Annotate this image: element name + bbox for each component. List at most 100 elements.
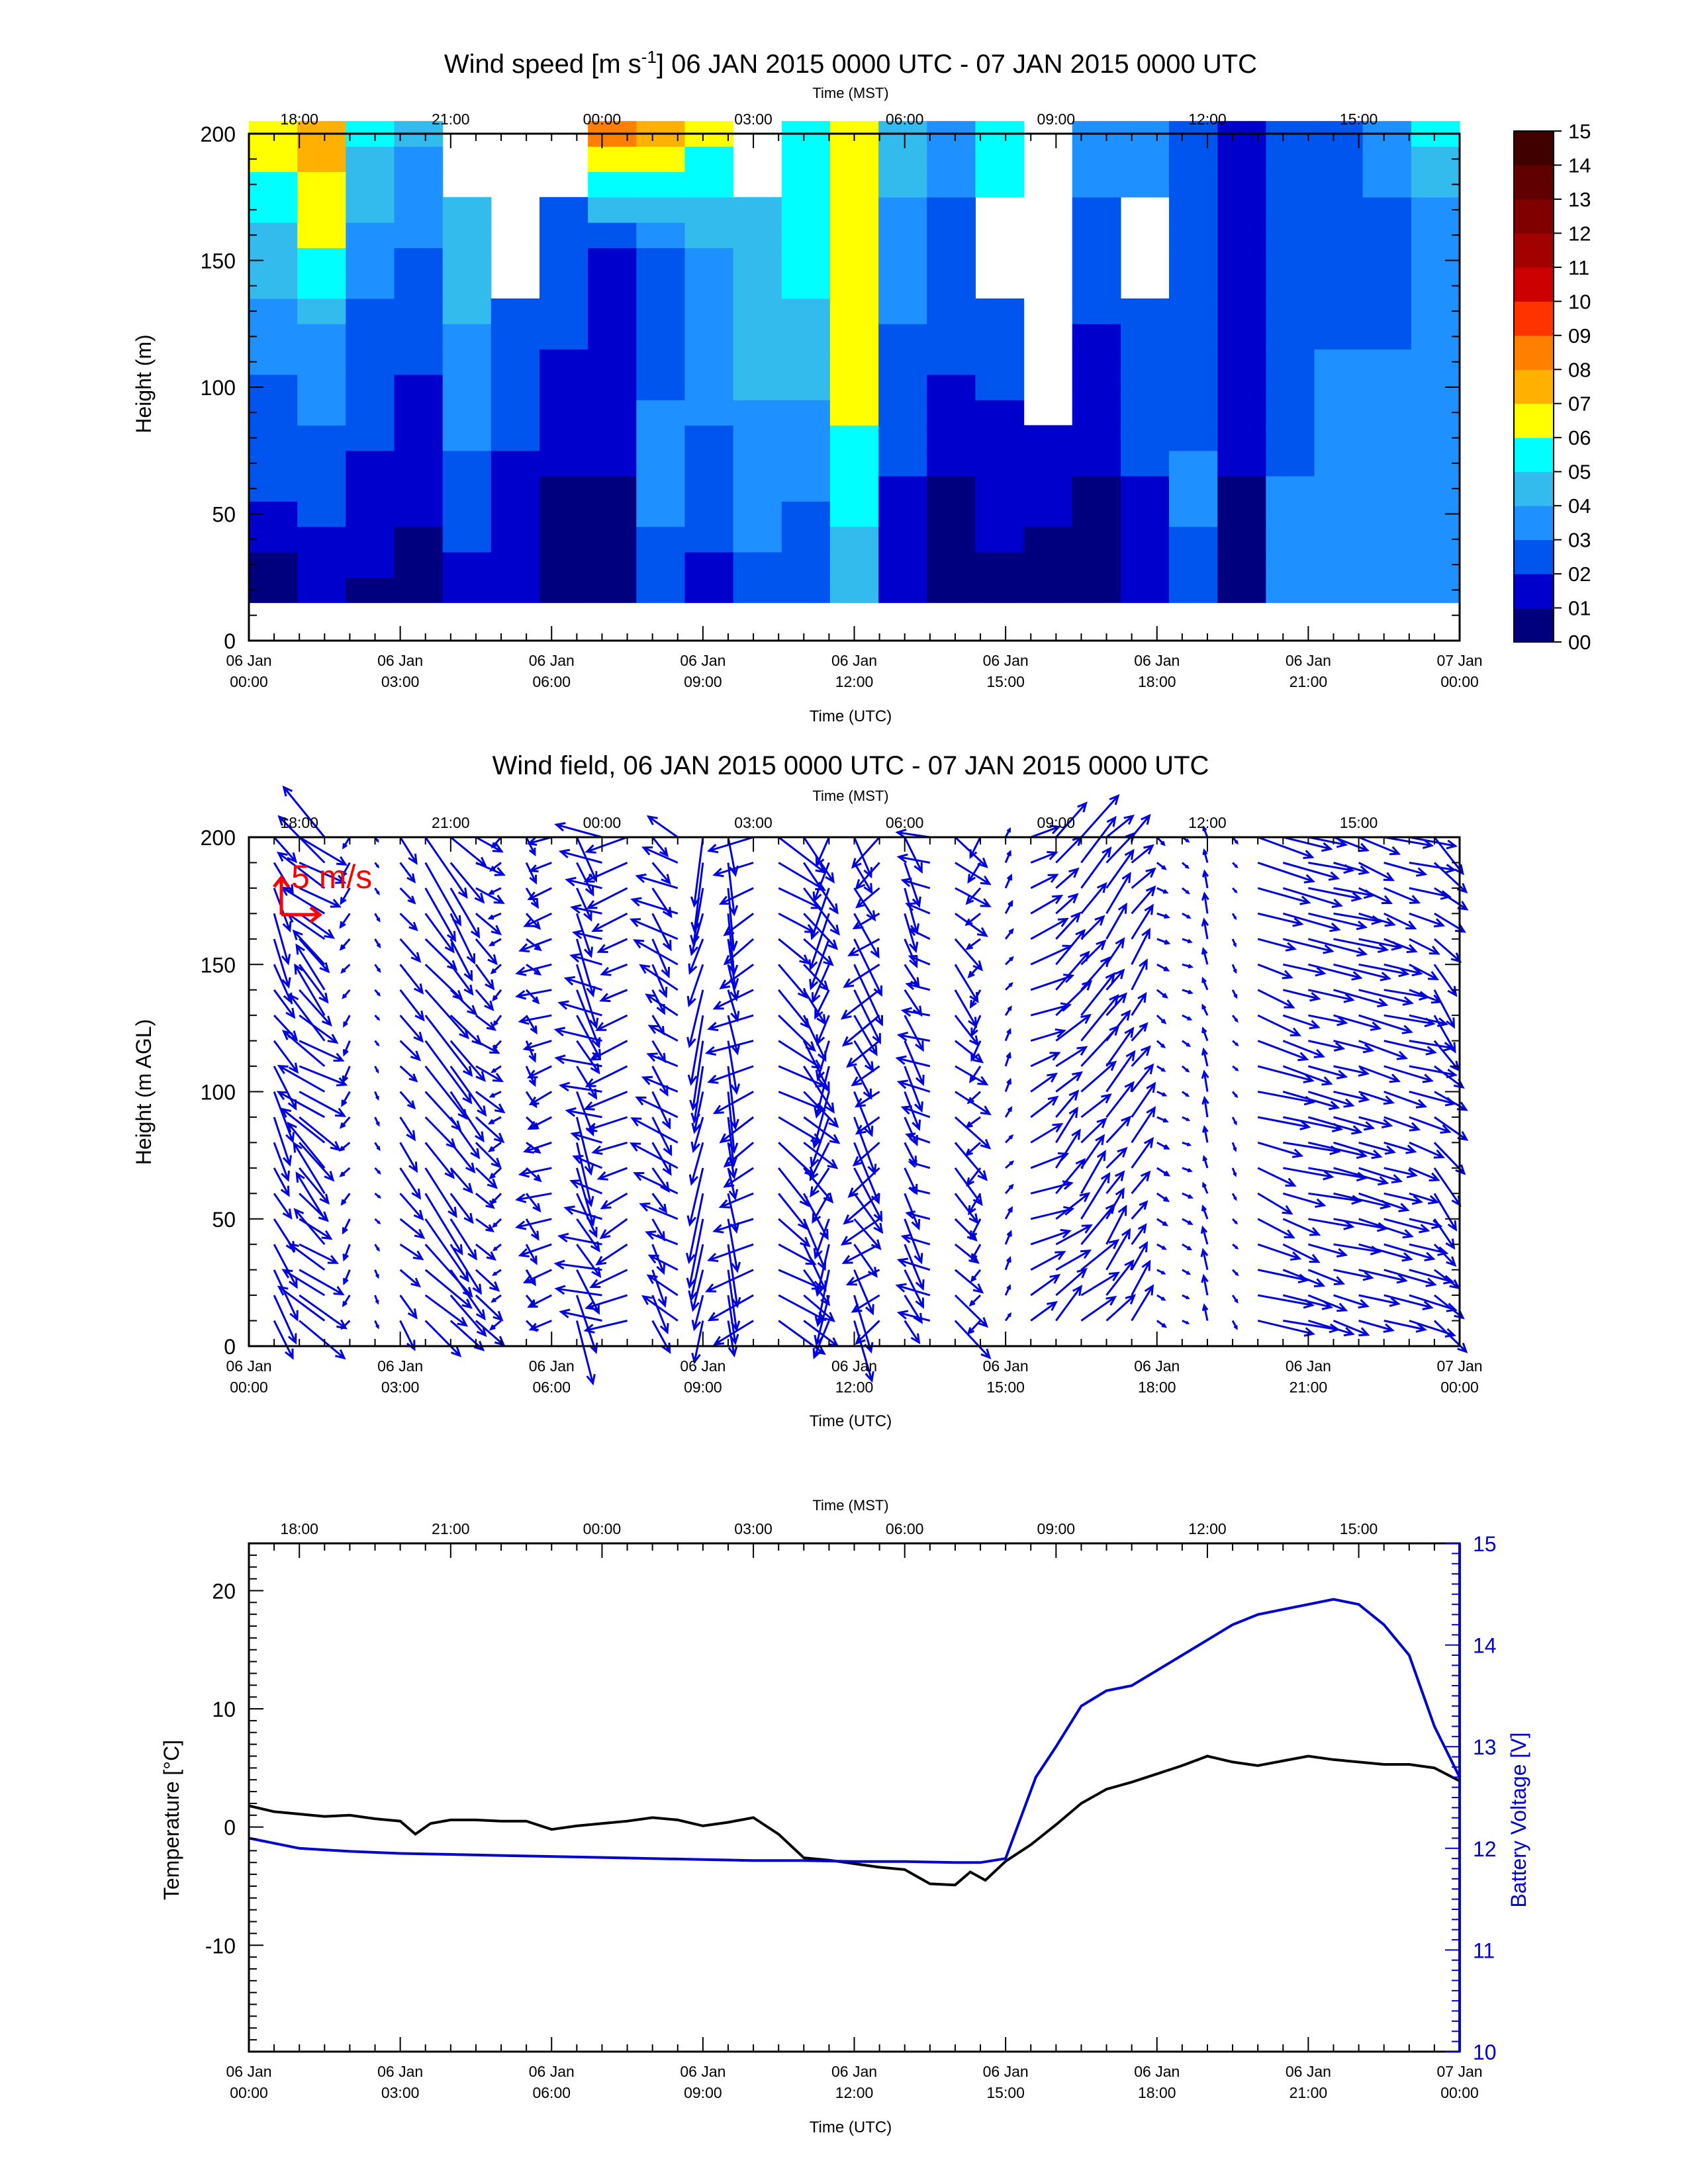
x-tick-date: 06 Jan [1286,652,1331,669]
x-tick-time: 15:00 [986,1379,1025,1396]
wind-speed-cell [829,501,879,527]
wind-vector [1156,963,1170,972]
wind-vector [778,938,810,965]
wind-vector [424,1066,468,1120]
wind-vector [646,1274,679,1297]
wind-vector [514,989,552,1000]
wind-vector [374,1040,380,1047]
wind-speed-cell [249,577,298,604]
wind-vector [1232,887,1238,893]
wind-vector [853,938,882,997]
wind-vector [851,1294,880,1313]
wind-vector [424,1167,457,1218]
wind-vector [299,1167,330,1205]
right-tick-label: 13 [1473,1735,1497,1759]
wind-vector [645,1230,679,1246]
wind-speed-cell [1314,450,1364,477]
wind-vector [576,862,594,897]
wind-vector [688,938,704,976]
wind-vector [514,1218,552,1230]
wind-vector [1257,1014,1301,1036]
wind-speed-cell [588,501,637,527]
wind-speed-cell [1266,349,1315,375]
wind-speed-cell [1362,171,1412,198]
wind-speed-cell [878,273,927,299]
wind-vector [558,848,602,864]
wind-vector [399,1116,416,1142]
wind-speed-cell [1023,526,1073,553]
wind-speed-cell [1217,349,1266,375]
wind-speed-cell [733,273,782,299]
wind-vector [273,1142,290,1182]
wind-vector [399,1040,422,1062]
wind-speed-cell [878,171,927,198]
colorbar-segment [1514,471,1554,506]
wind-vector [292,929,326,966]
wind-vector [1409,1167,1440,1182]
wind-vector [475,1295,504,1322]
wind-vector [1433,1218,1456,1250]
wind-speed-cell [684,349,734,375]
wind-speed-cell [491,425,540,451]
wind-speed-cell [346,577,395,604]
wind-vector [424,837,468,899]
wind-vector [1055,1013,1092,1042]
wind-vector [651,1244,666,1275]
wind-vector [1004,1183,1014,1195]
wind-speed-cell [1072,551,1121,578]
wind-vector [1383,1141,1417,1154]
wind-vector [904,938,918,969]
wind-vector [1409,963,1440,981]
colorbar-label: 02 [1568,563,1591,586]
wind-vector [1030,1273,1061,1297]
wind-vector [727,1244,741,1308]
wind-vector [1201,1047,1209,1067]
x-top-tick-label: 18:00 [280,111,318,128]
wind-vector [273,1066,297,1111]
wind-speed-cell [442,526,492,553]
x-tick-date: 06 Jan [680,652,726,669]
wind-vector [1156,1167,1171,1177]
wind-vector [852,913,880,930]
x-top-tick-label: 09:00 [1037,1520,1076,1537]
x-top-tick-label: 09:00 [1037,814,1076,831]
wind-vector [525,1193,541,1213]
wind-speed-cell [588,425,637,451]
wind-vector [1105,1115,1132,1144]
wind-vector [1257,938,1297,952]
wind-vector [1231,913,1237,921]
wind-vector [1201,1026,1209,1042]
wind-vector [727,1218,741,1273]
wind-speed-cell [491,400,540,426]
wind-vector [1182,1269,1192,1275]
wind-speed-cell [394,425,444,451]
wind-vector [341,1091,351,1107]
wind-vector [1030,1052,1061,1068]
wind-vector [475,1116,505,1144]
wind-vector [1005,956,1014,966]
wind-speed-cell [829,349,879,375]
wind-vector [585,1294,628,1310]
wind-vector [399,1065,418,1083]
wind-speed-cell [684,298,734,324]
wind-vector [1030,825,1061,839]
wind-vector [904,1066,923,1113]
wind-speed-cell [1266,248,1315,274]
wind-speed-cell [878,298,927,324]
wind-vector [276,1091,326,1118]
wind-vector [1202,848,1209,863]
wind-speed-cell [829,171,879,198]
colorbar-label: 00 [1568,631,1591,654]
colorbar-label: 07 [1568,392,1591,416]
wind-vector [1231,1295,1239,1304]
wind-speed-cell [636,171,686,198]
x-top-tick-label: 12:00 [1188,814,1227,831]
wind-speed-cell [1120,400,1170,426]
wind-speed-cell [588,298,637,324]
wind-vector [424,1269,473,1309]
wind-vector [1080,1134,1105,1169]
wind-vector [1030,850,1058,864]
wind-speed-cell [829,551,879,578]
wind-vector [1231,989,1238,999]
wind-vector [277,1065,326,1093]
